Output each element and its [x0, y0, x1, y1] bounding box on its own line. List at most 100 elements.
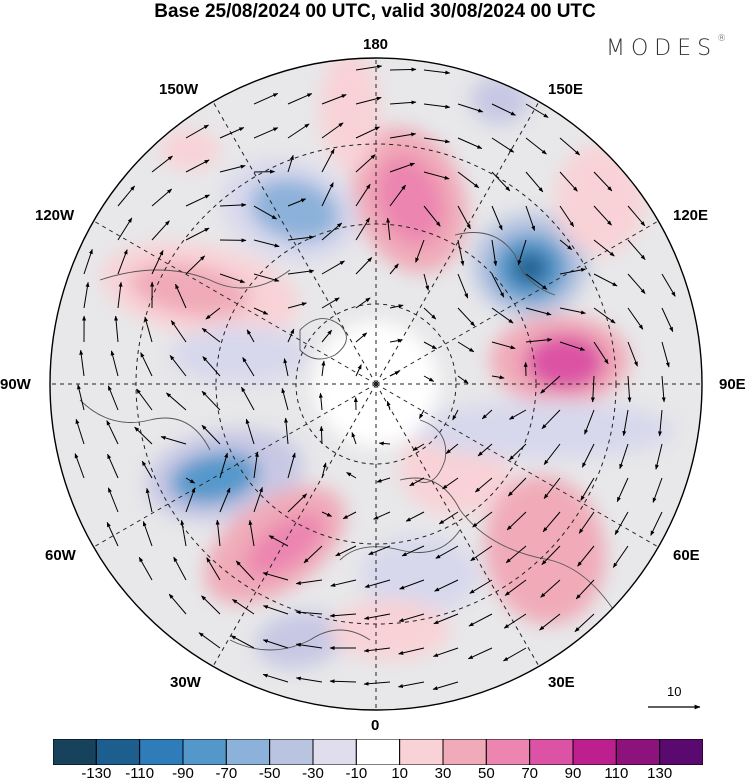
wind-vector — [169, 355, 187, 377]
wind-vector — [107, 487, 119, 513]
wind-vector — [107, 453, 119, 479]
wind-vector — [539, 613, 561, 631]
wind-vector — [287, 154, 294, 173]
wind-vector — [166, 392, 187, 411]
wind-vector — [542, 511, 561, 533]
wind-vector — [503, 647, 527, 662]
wind-vector — [470, 545, 493, 562]
wind-vector — [185, 487, 196, 513]
wind-vector — [504, 579, 527, 596]
wind-vector — [593, 307, 616, 324]
wind-vector — [287, 302, 307, 309]
lon-label-90w: 90W — [0, 376, 31, 393]
wind-vector — [151, 188, 173, 207]
wind-vector — [525, 273, 548, 290]
wind-vector — [386, 217, 391, 241]
wind-vector — [117, 185, 135, 207]
map-title: Base 25/08/2024 00 UTC, valid 30/08/2024… — [154, 1, 596, 22]
wind-vector — [559, 171, 578, 192]
wind-vector — [321, 148, 335, 173]
wind-vector — [287, 123, 310, 139]
wind-vector — [467, 647, 493, 660]
wind-vector — [201, 327, 221, 343]
colorbar-swatch — [485, 739, 531, 765]
wind-vector — [452, 409, 459, 421]
wind-vector — [114, 315, 119, 343]
wind-vector — [389, 67, 417, 72]
wind-vector — [287, 328, 295, 343]
wind-vector — [376, 477, 391, 483]
wind-vector — [295, 676, 323, 683]
wind-vector — [106, 420, 119, 445]
wind-vector — [438, 511, 459, 525]
wind-vector — [432, 647, 459, 657]
wind-vector — [321, 222, 343, 241]
colorbar-swatch — [312, 739, 357, 765]
wind-vector — [418, 409, 425, 419]
wind-vector — [575, 579, 595, 600]
wind-vector — [481, 409, 493, 420]
wind-vector — [363, 647, 391, 653]
wind-vector — [79, 349, 85, 377]
wind-vector — [355, 332, 368, 343]
colorbar — [53, 739, 703, 765]
wind-vector — [355, 257, 373, 275]
colorbar-swatch — [269, 739, 314, 765]
wind-vector — [107, 385, 119, 411]
wind-vector — [321, 462, 327, 479]
wind-vector — [185, 255, 206, 275]
wind-vector — [503, 613, 527, 629]
wind-vector — [593, 205, 612, 226]
wind-vector — [423, 103, 451, 109]
wind-vector — [491, 171, 511, 192]
wind-vector — [136, 388, 153, 411]
wind-vector — [457, 137, 483, 149]
wind-vector — [253, 205, 277, 220]
wind-vector — [287, 493, 308, 513]
colorbar-swatch — [659, 739, 703, 765]
wind-vector — [355, 64, 383, 71]
wind-vector — [423, 137, 451, 144]
wind-vector — [117, 249, 128, 275]
wind-vector — [287, 93, 313, 105]
polar-map — [49, 57, 703, 711]
lon-label-60w: 60W — [45, 547, 76, 564]
wind-vector — [614, 511, 629, 536]
wind-vector — [457, 341, 475, 353]
lon-label-120w: 120W — [35, 207, 75, 224]
wind-vector — [655, 443, 663, 470]
wind-vector — [423, 171, 450, 180]
colorbar-tick-label: 30 — [434, 765, 452, 782]
wind-vector — [138, 556, 153, 581]
wind-vector — [627, 273, 646, 294]
wind-vector — [355, 217, 371, 241]
wind-vector — [134, 426, 153, 445]
wind-vector — [432, 681, 459, 691]
wind-vector — [517, 239, 527, 266]
wind-vector — [287, 198, 307, 207]
wind-vector — [389, 370, 400, 377]
wind-vector — [329, 679, 357, 684]
wind-vector — [246, 329, 255, 343]
wind-vector — [117, 217, 133, 241]
wind-vector — [580, 477, 595, 501]
colorbar-tick-label: 70 — [521, 765, 538, 782]
wind-vector — [175, 283, 187, 309]
wind-vector — [627, 307, 644, 330]
wind-vector — [83, 281, 90, 309]
colorbar-tick-label: -130 — [81, 765, 112, 782]
wind-vector — [342, 511, 357, 520]
wind-vector — [262, 673, 289, 683]
colorbar-swatch — [225, 739, 271, 765]
colorbar-swatch — [53, 739, 97, 765]
wind-vector — [140, 352, 153, 377]
wind-vector — [303, 545, 323, 564]
wind-vector — [180, 519, 187, 547]
wind-vector — [373, 511, 391, 520]
wind-vector — [491, 205, 503, 231]
wind-vector — [321, 297, 340, 309]
wind-vector — [457, 171, 480, 189]
wind-vector — [321, 182, 334, 207]
wind-vector — [627, 375, 632, 403]
wind-vector — [74, 453, 85, 479]
